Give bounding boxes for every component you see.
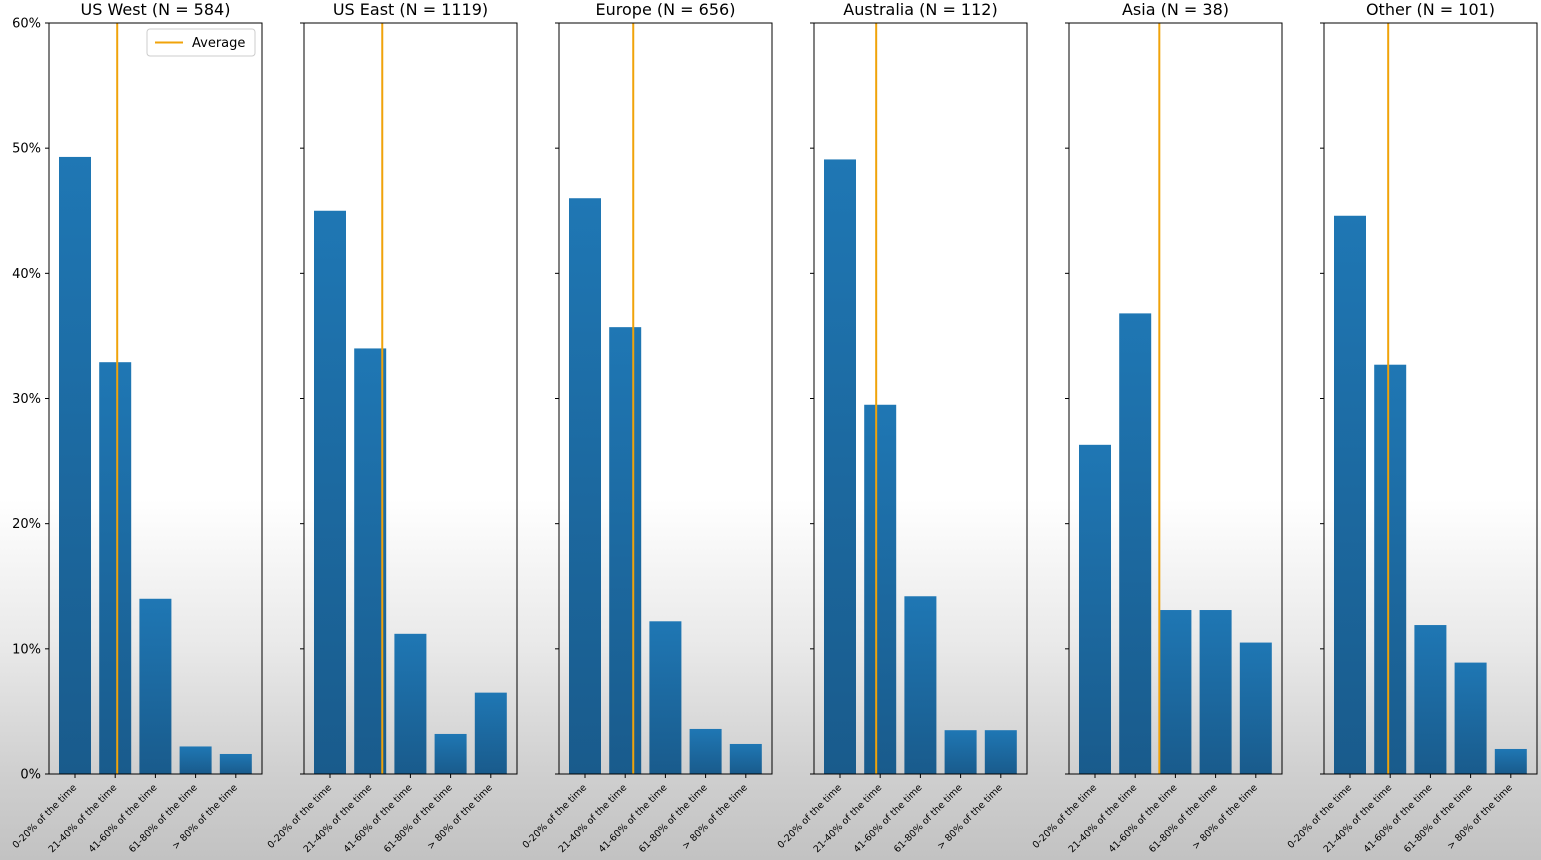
y-tick-label: 10% (12, 642, 41, 657)
x-tick-label: 0-20% of the time (521, 782, 590, 851)
bar (1374, 364, 1407, 774)
x-tick-label: 61-80% of the time (382, 782, 455, 855)
panel-1: US West (N = 584) 0% 10% 20% 30% 40% 50% 60% 0-2… (11, 0, 263, 855)
bar (824, 159, 856, 775)
bar (944, 730, 977, 774)
bar (689, 728, 722, 774)
panel-2: US East (N = 1119) 0-20% of the time21-40… (266, 0, 518, 855)
x-tick-label: 0-20% of the time (1031, 782, 1100, 851)
bar (1334, 215, 1366, 775)
x-tick-label: 41-60% of the time (1107, 782, 1180, 855)
x-tick-label: 61-80% of the time (127, 782, 200, 855)
x-tick-label: 21-40% of the time (47, 782, 120, 855)
y-tick-label: 40% (12, 267, 41, 282)
x-tick-label: 41-60% of the time (597, 782, 670, 855)
panel-4: Australia (N = 112) 0-20% of the time21-4… (776, 0, 1028, 855)
panel-3: Europe (N = 656) 0-20% of the time21-40% … (521, 0, 773, 855)
panel-title: Asia (N = 38) (1122, 0, 1229, 19)
bar (59, 156, 91, 774)
bar (139, 598, 172, 774)
x-tick-label: 0-20% of the time (776, 782, 845, 851)
x-tick-label: 41-60% of the time (1362, 782, 1435, 855)
bar (649, 621, 682, 774)
x-tick-label: 0-20% of the time (11, 782, 80, 851)
x-tick-label: 21-40% of the time (557, 782, 630, 855)
bar (1119, 313, 1152, 774)
y-tick-label: 0% (20, 768, 41, 783)
bar (729, 743, 762, 774)
legend-label: Average (192, 36, 245, 51)
y-tick-label: 60% (12, 17, 41, 32)
bar (99, 362, 132, 774)
y-tick-label: 50% (12, 142, 41, 157)
x-tick-label: 21-40% of the time (1322, 782, 1395, 855)
bar (394, 633, 427, 774)
panel-title: US West (N = 584) (81, 0, 231, 19)
x-tick-label: 41-60% of the time (852, 782, 925, 855)
bar (1414, 625, 1447, 774)
bar (864, 404, 897, 774)
x-tick-label: 41-60% of the time (87, 782, 160, 855)
y-tick-label: 30% (12, 392, 41, 407)
bar (179, 746, 212, 774)
x-tick-label: 21-40% of the time (302, 782, 375, 855)
x-tick-label: 61-80% of the time (1402, 782, 1475, 855)
bar (474, 692, 507, 774)
panel-title: Europe (N = 656) (596, 0, 736, 19)
bar (1494, 748, 1527, 774)
x-tick-label: 41-60% of the time (342, 782, 415, 855)
panel-title: Australia (N = 112) (843, 0, 997, 19)
x-tick-label: 0-20% of the time (1286, 782, 1355, 851)
bar (314, 210, 346, 774)
y-tick-label: 20% (12, 517, 41, 532)
bar (434, 733, 467, 774)
bar (354, 348, 387, 774)
bar (1199, 610, 1232, 774)
bar (569, 198, 601, 774)
x-tick-label: 61-80% of the time (637, 782, 710, 855)
panel-title: US East (N = 1119) (333, 0, 488, 19)
legend-box (146, 28, 256, 57)
bar (904, 596, 937, 774)
legend: Average (146, 28, 256, 57)
bar (1159, 610, 1192, 774)
x-tick-label: 61-80% of the time (1147, 782, 1220, 855)
panel-title: Other (N = 101) (1366, 0, 1495, 19)
bar (1454, 662, 1487, 774)
x-tick-label: 0-20% of the time (266, 782, 335, 851)
bar (984, 730, 1017, 774)
bar (219, 753, 252, 774)
x-tick-label: 21-40% of the time (812, 782, 885, 855)
bar (609, 327, 642, 774)
bar (1079, 444, 1111, 774)
x-tick-label: 61-80% of the time (892, 782, 965, 855)
bar (1239, 642, 1272, 774)
x-tick-label: 21-40% of the time (1067, 782, 1140, 855)
